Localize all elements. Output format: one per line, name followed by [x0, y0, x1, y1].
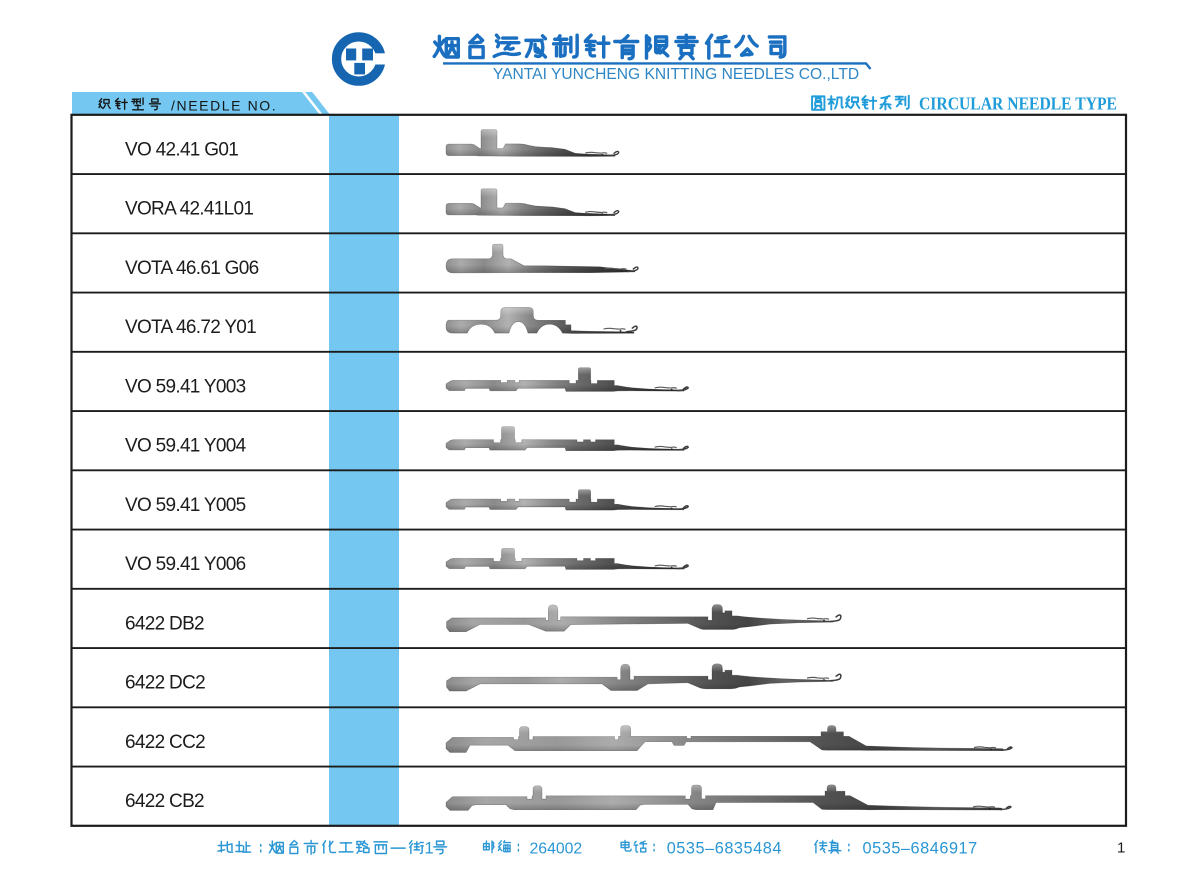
- svg-text:VOTA 46.61 G06: VOTA 46.61 G06: [125, 258, 259, 279]
- svg-text:0535–6846917: 0535–6846917: [863, 840, 978, 858]
- svg-text:0535–6835484: 0535–6835484: [667, 840, 782, 858]
- svg-text:VO 59.41 Y003: VO 59.41 Y003: [125, 376, 246, 397]
- svg-text:CIRCULAR NEEDLE TYPE: CIRCULAR NEEDLE TYPE: [919, 94, 1117, 114]
- svg-text:VORA 42.41L01: VORA 42.41L01: [125, 199, 253, 220]
- svg-text:1: 1: [425, 840, 434, 858]
- svg-text:6422 DB2: 6422 DB2: [125, 613, 204, 634]
- svg-text:VO 59.41 Y006: VO 59.41 Y006: [125, 554, 246, 575]
- svg-text:VO 59.41 Y004: VO 59.41 Y004: [125, 436, 247, 457]
- svg-text:264002: 264002: [530, 841, 583, 858]
- svg-text:VOTA 46.72 Y01: VOTA 46.72 Y01: [125, 317, 256, 338]
- svg-text:VO 59.41 Y005: VO 59.41 Y005: [125, 495, 246, 516]
- svg-text:/NEEDLE NO.: /NEEDLE NO.: [171, 98, 277, 114]
- svg-text:6422 CB2: 6422 CB2: [125, 791, 204, 812]
- svg-text:6422 CC2: 6422 CC2: [125, 732, 205, 753]
- svg-text:YANTAI YUNCHENG KNITTING NEEDL: YANTAI YUNCHENG KNITTING NEEDLES CO.,LTD: [493, 66, 859, 83]
- svg-text:6422 DC2: 6422 DC2: [125, 673, 205, 694]
- svg-text:VO 42.41 G01: VO 42.41 G01: [125, 139, 238, 160]
- svg-text:1: 1: [1117, 840, 1125, 857]
